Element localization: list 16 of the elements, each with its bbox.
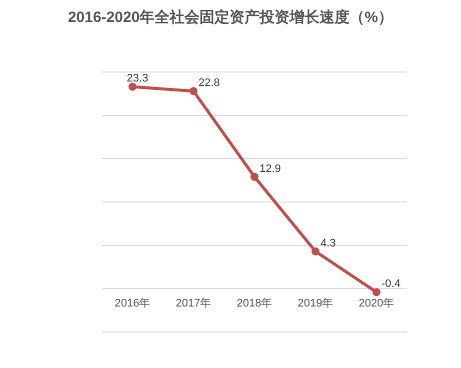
x-tick-label: 2017年 <box>176 298 212 310</box>
point <box>250 172 258 181</box>
data-label: 12.9 <box>260 162 281 175</box>
x-tick-label: 2016年 <box>114 298 150 310</box>
data-label: 23.3 <box>126 72 148 85</box>
point <box>312 247 320 256</box>
data-label: 22.8 <box>198 77 220 90</box>
data-label: 4.3 <box>320 237 336 250</box>
point <box>372 288 380 296</box>
x-tick-label: 2020年 <box>358 298 394 310</box>
chart-title: 2016-2020年全社会固定资产投资增长速度（%） <box>68 8 394 26</box>
point <box>190 87 198 96</box>
x-tick-label: 2019年 <box>298 298 334 310</box>
x-tick-label: 2018年 <box>236 298 272 310</box>
data-label: -0.4 <box>382 278 400 290</box>
point <box>128 82 136 91</box>
